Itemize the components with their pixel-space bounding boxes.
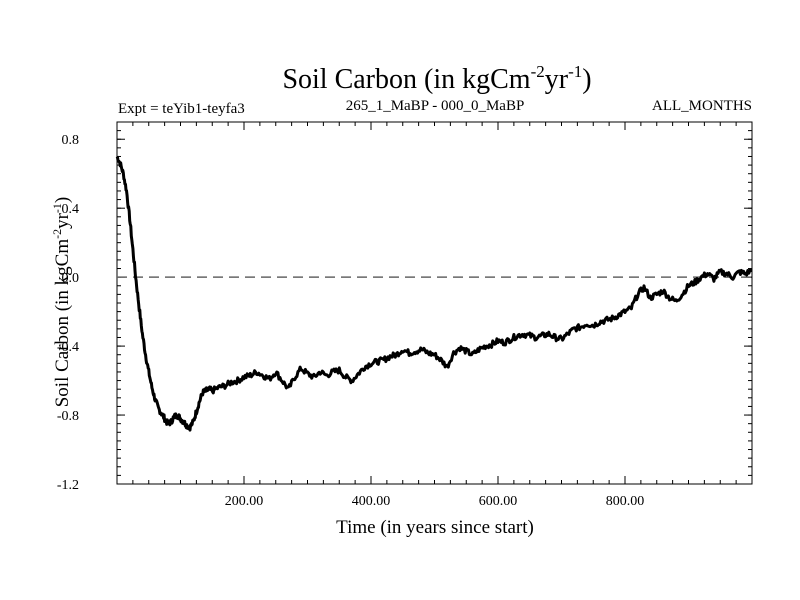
soil-carbon-series-line [115, 155, 753, 432]
chart-title: Soil Carbon (in kgCm-2yr-1) [282, 62, 591, 95]
y-axis-label: Soil Carbon (in kgCm-2yr-1) [50, 197, 73, 408]
y-tick-label: 0.0 [62, 271, 80, 286]
x-axis-label: Time (in years since start) [336, 517, 534, 538]
x-tick-label: 400.00 [352, 494, 391, 509]
y-tick-label: 0.4 [62, 202, 80, 217]
y-tick-label: -0.8 [57, 409, 79, 424]
months-label: ALL_MONTHS [652, 98, 752, 114]
x-tick-label: 800.00 [606, 494, 645, 509]
y-tick-label: -1.2 [57, 478, 79, 493]
x-tick-label: 600.00 [479, 494, 518, 509]
y-tick-label: -0.4 [57, 340, 79, 355]
minor-ticks [116, 121, 753, 485]
period-label: 265_1_MaBP - 000_0_MaBP [346, 98, 525, 114]
x-axis-ticks: 200.00 400.00 600.00 800.00 [225, 122, 645, 509]
y-tick-label: 0.8 [62, 133, 80, 148]
plot-frame [116, 121, 753, 485]
experiment-label: Expt = teYib1-teyfa3 [118, 101, 245, 117]
y-axis-ticks: 0.8 0.4 0.0 -0.4 -0.8 -1.2 [57, 133, 752, 493]
x-tick-label: 200.00 [225, 494, 264, 509]
